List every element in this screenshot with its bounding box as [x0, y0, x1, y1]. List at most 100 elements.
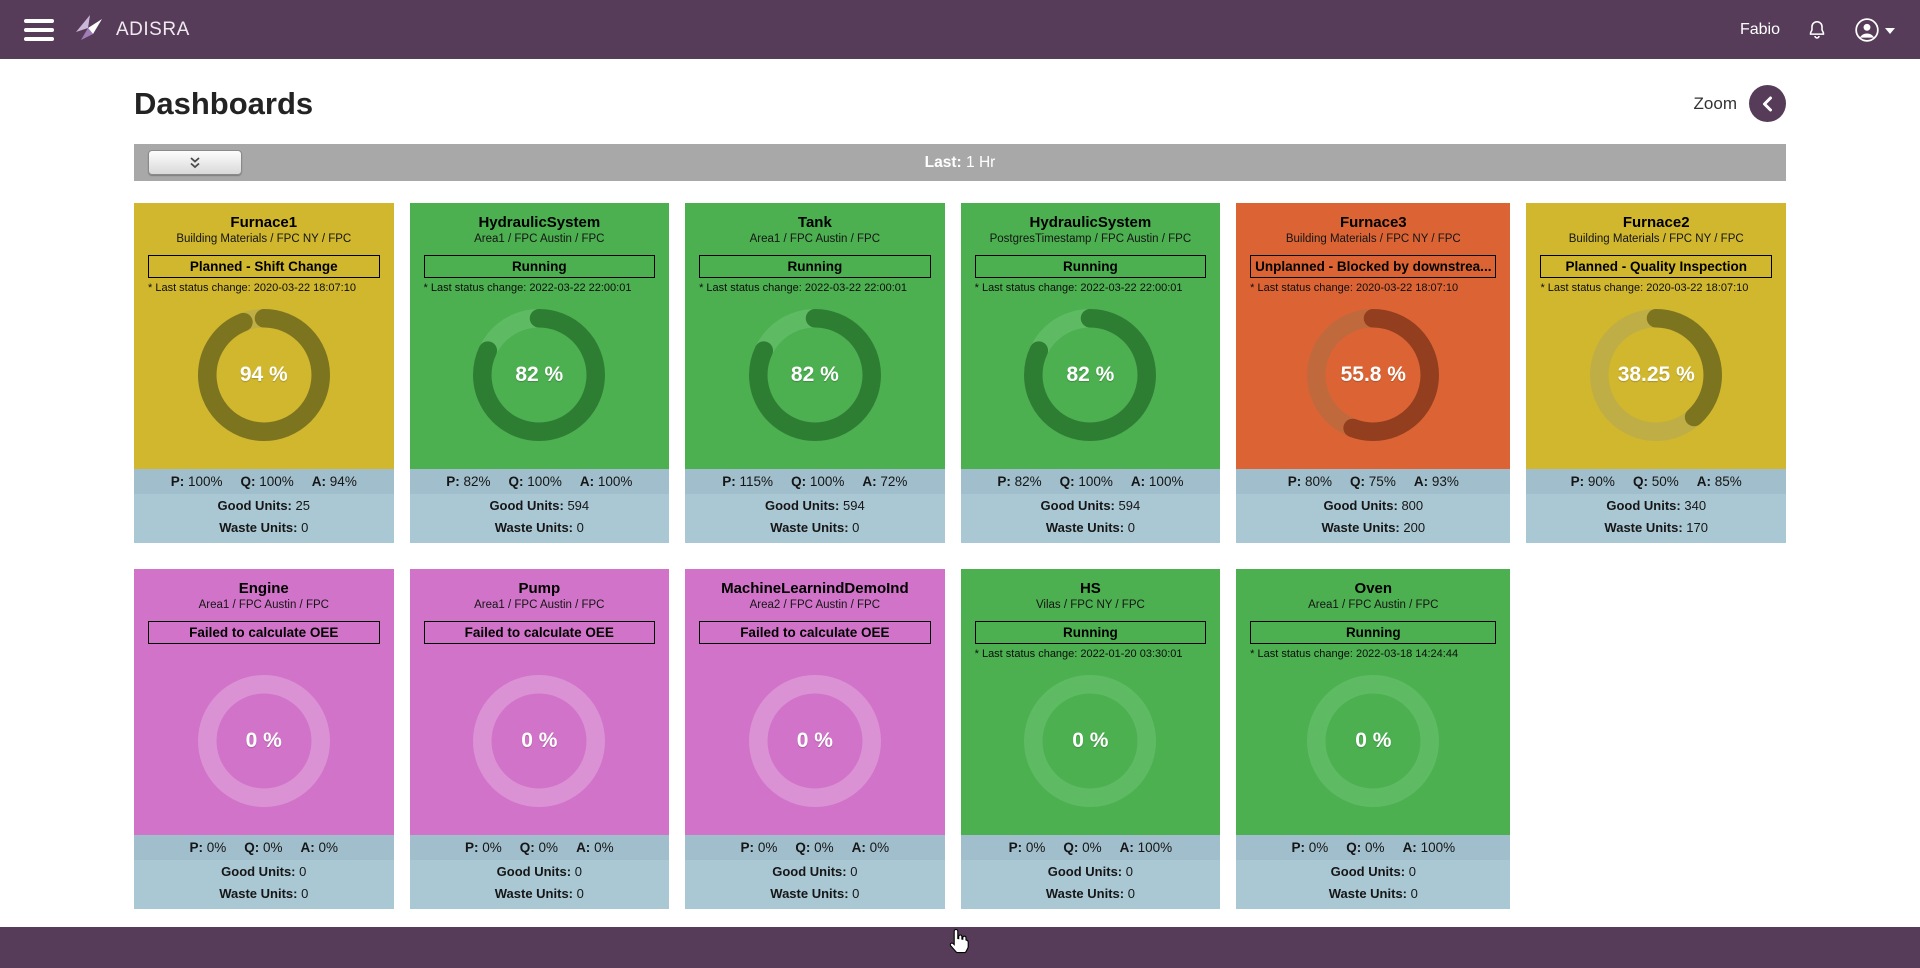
waste-units-value: 0 [301, 520, 309, 535]
card-body: Pump Area1 / FPC Austin / FPC Failed to … [409, 569, 670, 835]
oee-card[interactable]: HydraulicSystem PostgresTimestamp / FPC … [960, 203, 1221, 543]
last-label: Last: [924, 153, 962, 171]
quality-stat: Q: 0% [1063, 840, 1102, 855]
good-units-row: Good Units: 800 [1236, 494, 1511, 518]
card-body: HydraulicSystem PostgresTimestamp / FPC … [960, 203, 1221, 469]
availability-value: 0% [869, 840, 890, 855]
oee-card[interactable]: Furnace3 Building Materials / FPC NY / F… [1236, 203, 1511, 543]
oee-gauge: 94 % [190, 301, 338, 449]
performance-stat: P: 100% [170, 474, 223, 489]
waste-units-row: Waste Units: 170 [1526, 518, 1786, 543]
card-status-box: Planned - Quality Inspection [1540, 255, 1772, 278]
gauge-track [197, 675, 330, 807]
performance-value: 0% [206, 840, 227, 855]
performance-value: 0% [757, 840, 778, 855]
oee-card[interactable]: Pump Area1 / FPC Austin / FPC Failed to … [409, 569, 670, 909]
performance-stat: P: 0% [740, 840, 778, 855]
oee-gauge: 82 % [1016, 301, 1164, 449]
gauge-track [1307, 675, 1440, 807]
good-units-value: 0 [1408, 864, 1416, 879]
card-status-box: Running [974, 255, 1207, 278]
filter-expand-button[interactable] [148, 150, 242, 175]
availability-value: 72% [880, 474, 908, 489]
availability-stat: A: 94% [311, 474, 357, 489]
availability-stat: A: 0% [300, 840, 339, 855]
oee-gauge: 38.25 % [1582, 301, 1730, 449]
performance-stat: P: 0% [1291, 840, 1329, 855]
waste-units-row: Waste Units: 0 [1236, 884, 1511, 909]
card-status-box: Planned - Shift Change [148, 255, 380, 278]
card-footer: P: 100% Q: 100% A: 94% Good Units: 25 Wa… [134, 469, 394, 543]
oee-card[interactable]: Engine Area1 / FPC Austin / FPC Failed t… [134, 569, 394, 909]
performance-value: 0% [1025, 840, 1046, 855]
oee-percent-label: 94 % [239, 363, 288, 386]
bottom-bar [0, 927, 1920, 968]
card-title: Engine [238, 580, 289, 597]
menu-icon[interactable] [24, 18, 54, 41]
user-account-menu[interactable] [1854, 17, 1896, 43]
good-units-value: 0 [850, 864, 858, 879]
oee-card[interactable]: Furnace1 Building Materials / FPC NY / F… [134, 203, 394, 543]
waste-units-row: Waste Units: 0 [134, 884, 394, 909]
back-button[interactable] [1749, 85, 1786, 122]
availability-value: 85% [1714, 474, 1742, 489]
pqa-row: P: 82% Q: 100% A: 100% [960, 469, 1221, 494]
availability-stat: A: 93% [1413, 474, 1459, 489]
oee-card[interactable]: Oven Area1 / FPC Austin / FPC Running * … [1236, 569, 1511, 909]
card-location-path: PostgresTimestamp / FPC Austin / FPC [989, 233, 1192, 245]
adisra-logo-icon [72, 11, 106, 48]
card-title: HydraulicSystem [478, 214, 601, 231]
availability-stat: A: 100% [1119, 840, 1173, 855]
performance-stat: P: 0% [1008, 840, 1046, 855]
oee-card[interactable]: HydraulicSystem Area1 / FPC Austin / FPC… [409, 203, 670, 543]
oee-card[interactable]: HS Vilas / FPC NY / FPC Running * Last s… [960, 569, 1221, 909]
good-units-value: 594 [843, 498, 865, 513]
waste-units-value: 0 [576, 520, 584, 535]
quality-value: 0% [1365, 840, 1385, 855]
good-units-value: 800 [1401, 498, 1424, 513]
chevron-down-icon [1885, 27, 1895, 34]
card-status-box: Running [699, 255, 931, 278]
zoom-label: Zoom [1693, 93, 1737, 113]
quality-stat: Q: 0% [519, 840, 559, 855]
oee-percent-label: 82 % [1066, 363, 1115, 386]
performance-stat: P: 0% [189, 840, 227, 855]
card-location-path: Area2 / FPC Austin / FPC [749, 599, 881, 611]
card-body: Furnace3 Building Materials / FPC NY / F… [1236, 203, 1511, 469]
card-last-status-change [699, 648, 931, 661]
card-title: Pump [518, 580, 561, 597]
oee-card[interactable]: Tank Area1 / FPC Austin / FPC Running * … [685, 203, 945, 543]
good-units-row: Good Units: 0 [409, 860, 670, 884]
card-title: HydraulicSystem [1029, 214, 1152, 231]
quality-stat: Q: 0% [1346, 840, 1385, 855]
waste-units-value: 0 [852, 520, 860, 535]
quality-value: 100% [809, 474, 845, 489]
card-title: Furnace1 [230, 214, 298, 231]
oee-percent-label: 0 % [1072, 729, 1109, 752]
pqa-row: P: 0% Q: 0% A: 100% [960, 835, 1221, 860]
waste-units-value: 0 [1127, 886, 1135, 901]
quality-value: 75% [1368, 474, 1396, 489]
notifications-bell-icon[interactable] [1806, 18, 1828, 42]
quality-value: 0% [814, 840, 834, 855]
dashboard-cards-grid: Furnace1 Building Materials / FPC NY / F… [134, 203, 1786, 909]
oee-card[interactable]: Furnace2 Building Materials / FPC NY / F… [1526, 203, 1786, 543]
card-title: Tank [797, 214, 832, 231]
gauge-track [473, 675, 606, 807]
double-chevron-down-icon [190, 156, 200, 168]
waste-units-row: Waste Units: 0 [134, 518, 394, 543]
oee-percent-label: 55.8 % [1340, 363, 1406, 386]
quality-value: 100% [527, 474, 562, 489]
quality-stat: Q: 100% [1059, 474, 1113, 489]
gauge-arc [748, 309, 881, 441]
performance-value: 100% [187, 474, 223, 489]
card-location-path: Area1 / FPC Austin / FPC [474, 599, 605, 611]
card-status-box: Unplanned - Blocked by downstrea... [1250, 255, 1497, 278]
availability-value: 94% [329, 474, 357, 489]
performance-value: 0% [1308, 840, 1329, 855]
oee-percent-label: 0 % [245, 729, 282, 752]
oee-card[interactable]: MachineLearnindDemoInd Area2 / FPC Austi… [685, 569, 945, 909]
pqa-row: P: 80% Q: 75% A: 93% [1236, 469, 1511, 494]
oee-percent-label: 38.25 % [1617, 363, 1695, 386]
quality-stat: Q: 100% [791, 474, 845, 489]
